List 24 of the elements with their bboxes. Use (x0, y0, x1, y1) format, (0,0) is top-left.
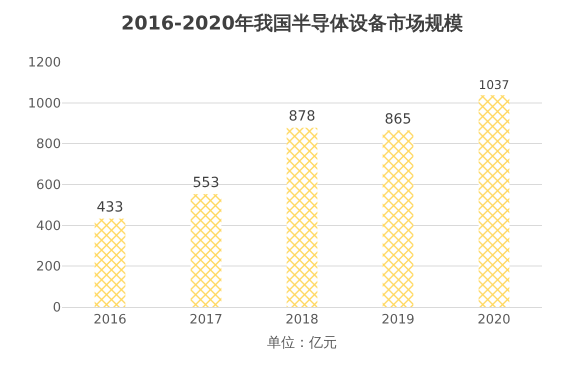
y-tick-label: 0 (52, 300, 61, 316)
y-tick-label: 1000 (28, 96, 61, 112)
y-tick-label: 1200 (28, 56, 61, 71)
bar (190, 194, 222, 307)
bar (286, 128, 318, 307)
data-label: 865 (384, 111, 412, 128)
x-axis-title: 单位：亿元 (267, 334, 337, 351)
x-tick-label: 2020 (477, 312, 511, 328)
x-tick-label: 2016 (93, 312, 127, 328)
chart-title: 2016-2020年我国半导体设备市场规模 (121, 12, 463, 35)
x-tick-label: 2018 (285, 312, 319, 328)
data-label: 1037 (478, 78, 510, 92)
bar (382, 130, 414, 307)
y-tick-label: 200 (36, 260, 61, 275)
data-label: 878 (288, 108, 316, 125)
y-tick-label: 400 (36, 218, 61, 234)
y-tick-label: 800 (36, 137, 61, 152)
y-tick-label: 600 (36, 178, 61, 194)
data-label: 433 (96, 200, 124, 216)
x-tick-label: 2019 (381, 312, 415, 328)
bar (94, 218, 126, 307)
x-tick-label: 2017 (189, 312, 223, 328)
data-label: 553 (192, 175, 220, 192)
bar (478, 95, 510, 307)
